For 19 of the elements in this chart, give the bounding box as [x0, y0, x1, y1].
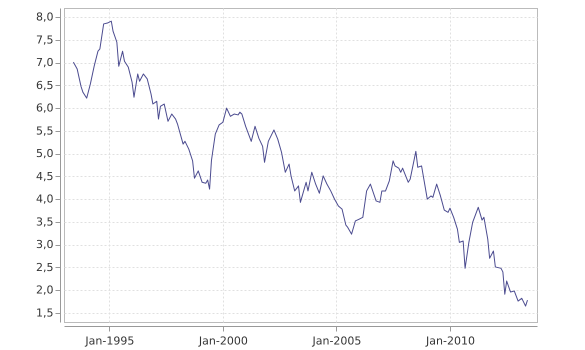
y-tick-label: 3,5	[36, 215, 54, 228]
x-tick-label: Jan-2010	[425, 334, 475, 348]
y-tick-label: 6,5	[36, 78, 54, 92]
line-series	[72, 20, 528, 307]
y-tick-label: 3,0	[36, 238, 54, 252]
y-tick-label: 2,0	[36, 284, 54, 297]
y-tick-label: 5,0	[36, 147, 54, 160]
y-tick-label: 7,0	[36, 56, 54, 70]
x-tick-label: Jan-2000	[198, 334, 248, 348]
y-tick-label: 6,0	[36, 102, 54, 115]
x-tick-label: Jan-1995	[84, 334, 134, 348]
x-tick-label: Jan-2005	[312, 334, 362, 348]
y-tick-label: 7,5	[36, 33, 54, 46]
y-tick-label: 4,0	[36, 192, 54, 206]
y-tick-label: 4,5	[36, 170, 54, 183]
y-tick-label: 2,5	[36, 260, 54, 274]
y-tick-label: 1,5	[36, 306, 54, 320]
y-tick-label: 8,0	[36, 10, 54, 24]
y-tick-label: 5,5	[36, 124, 54, 138]
